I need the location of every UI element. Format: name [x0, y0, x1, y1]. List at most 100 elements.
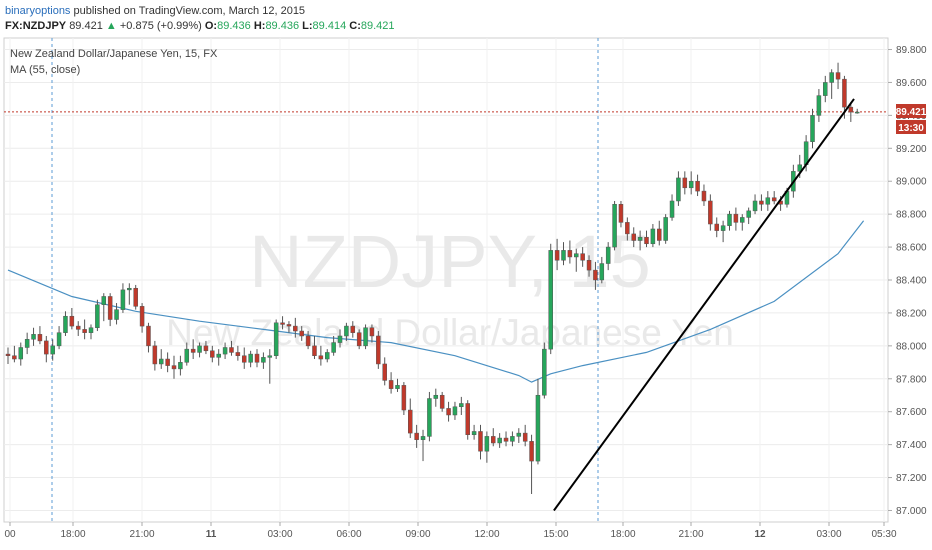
last-price-badge-bg: [896, 104, 926, 118]
x-tick-label: 18:00: [60, 529, 85, 540]
candle-body: [318, 355, 324, 360]
candle-body: [478, 431, 483, 452]
candle-body: [535, 394, 541, 462]
candle-body: [107, 296, 113, 320]
candle-body: [733, 213, 739, 223]
candle-body: [139, 306, 145, 327]
candle-body: [503, 437, 509, 442]
candle-body: [184, 348, 190, 363]
candle-body: [688, 180, 694, 189]
candle-body: [510, 436, 515, 442]
candle-body: [210, 350, 215, 358]
y-tick-label: 89.600: [896, 78, 927, 89]
candle-body: [203, 345, 209, 352]
candle-body: [810, 115, 815, 142]
up-arrow-icon: ▲: [105, 20, 117, 32]
candle-body: [280, 322, 285, 325]
x-tick-label: 09:00: [405, 529, 430, 540]
candle-body: [363, 327, 368, 347]
candle-body: [31, 334, 36, 340]
candle-body: [676, 177, 681, 202]
candle-body: [752, 200, 758, 212]
candle-body: [663, 217, 668, 241]
candle-body: [714, 223, 719, 231]
y-tick-label: 88.400: [896, 276, 927, 287]
x-tick-label: 00: [4, 529, 16, 540]
candle-body: [695, 180, 700, 192]
candle-body: [669, 200, 675, 218]
open-value: 89.436: [217, 20, 251, 32]
candle-body: [401, 385, 407, 411]
candle-body: [599, 263, 605, 281]
y-tick-label: 89.800: [896, 45, 927, 56]
candle-body: [522, 432, 528, 442]
candle-body: [593, 269, 598, 281]
author-link[interactable]: binaryoptions: [5, 5, 71, 17]
candle-body: [293, 325, 298, 332]
candle-body: [114, 309, 119, 320]
candle-body: [44, 340, 49, 355]
candle-body: [650, 228, 656, 245]
time-axis[interactable]: 00 18:00 21:00 11 03:00 06:00 09:00 12:00 15:00 1…: [4, 522, 897, 540]
x-tick-label: 11: [206, 529, 217, 540]
chart-title: New Zealand Dollar/Japanese Yen, 15, FX: [10, 48, 218, 60]
countdown-badge-bg: [896, 120, 926, 134]
low-label: L:: [302, 20, 313, 32]
candle-body: [197, 345, 202, 353]
session-separators: [51, 38, 599, 522]
candle-body: [299, 330, 304, 337]
candle-body: [439, 394, 445, 409]
candle-body: [190, 348, 196, 353]
candle-body: [171, 365, 177, 370]
candle-body: [829, 72, 834, 83]
candle-body: [305, 335, 311, 347]
candle-body: [567, 250, 573, 258]
candle-body: [586, 259, 592, 271]
candle-body: [625, 222, 630, 235]
candle-body: [529, 441, 534, 462]
candle-body: [376, 335, 381, 365]
x-tick-label: 06:00: [336, 529, 361, 540]
candle-body: [765, 197, 771, 205]
candle-body: [759, 200, 764, 205]
candle-body: [69, 315, 75, 327]
candle-body: [37, 334, 43, 342]
watermark-name: New Zealand Dollar/Japanese Yen: [166, 312, 734, 353]
y-tick-label: 87.600: [896, 407, 927, 418]
y-tick-label: 89.000: [896, 177, 927, 188]
candle-body: [12, 355, 17, 360]
candle-body: [158, 358, 164, 365]
candle-body: [740, 217, 745, 223]
candle-body: [823, 82, 828, 96]
candle-body: [484, 436, 490, 452]
candle-body: [542, 348, 547, 396]
candle-body: [63, 315, 68, 333]
x-tick-label: 18:00: [610, 529, 635, 540]
candle-body: [414, 432, 419, 440]
candle-body: [56, 332, 62, 347]
watermark-symbol: NZDJPY, 15: [249, 220, 651, 303]
candle-body: [580, 253, 585, 261]
symbol-label: FX:NZDJPY: [5, 20, 67, 32]
candle-body: [254, 353, 260, 363]
candle-body: [561, 250, 566, 261]
trend-line[interactable]: [553, 98, 855, 512]
candle-body: [816, 95, 822, 116]
candle-body: [356, 332, 362, 347]
candle-body: [286, 324, 292, 327]
candle-body: [95, 304, 100, 328]
candle-body: [408, 409, 413, 434]
candle-body: [637, 236, 643, 241]
candle-body: [50, 345, 55, 355]
countdown-badge-text: 13:30: [898, 123, 924, 134]
candle-body: [554, 250, 560, 261]
candle-body: [618, 204, 624, 223]
indicator-label: MA (55, close): [10, 64, 80, 76]
candle-body: [261, 357, 266, 363]
candle-body: [369, 327, 375, 337]
candle-body: [120, 289, 126, 310]
ma-line: [7, 220, 865, 383]
candle-body: [433, 394, 439, 399]
candle-body: [350, 325, 356, 333]
